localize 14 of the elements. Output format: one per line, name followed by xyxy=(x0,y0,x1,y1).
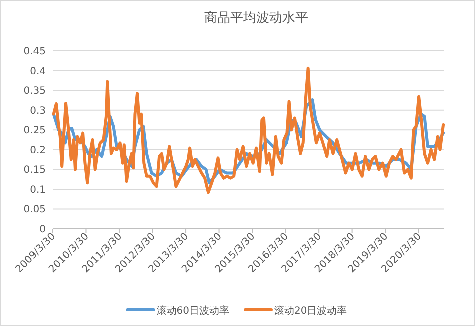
y-tick-label: 0.2 xyxy=(30,145,46,156)
y-tick-label: 0.45 xyxy=(24,46,46,58)
y-tick-label: 0.05 xyxy=(24,204,46,216)
y-tick-label: 0.35 xyxy=(24,86,46,98)
y-tick-label: 0.15 xyxy=(24,165,46,176)
line-series xyxy=(52,66,446,194)
y-tick-label: 0 xyxy=(40,224,46,236)
legend-label: 滚动60日波动率 xyxy=(156,305,230,317)
y-tick-label: 0.3 xyxy=(30,106,46,117)
legend-label: 滚动20日波动率 xyxy=(274,305,348,317)
y-tick-label: 0.1 xyxy=(30,184,46,196)
y-tick-label: 0.4 xyxy=(30,66,46,78)
chart-title: 商品平均波动水平 xyxy=(204,11,308,26)
y-tick-label: 0.25 xyxy=(24,126,46,137)
